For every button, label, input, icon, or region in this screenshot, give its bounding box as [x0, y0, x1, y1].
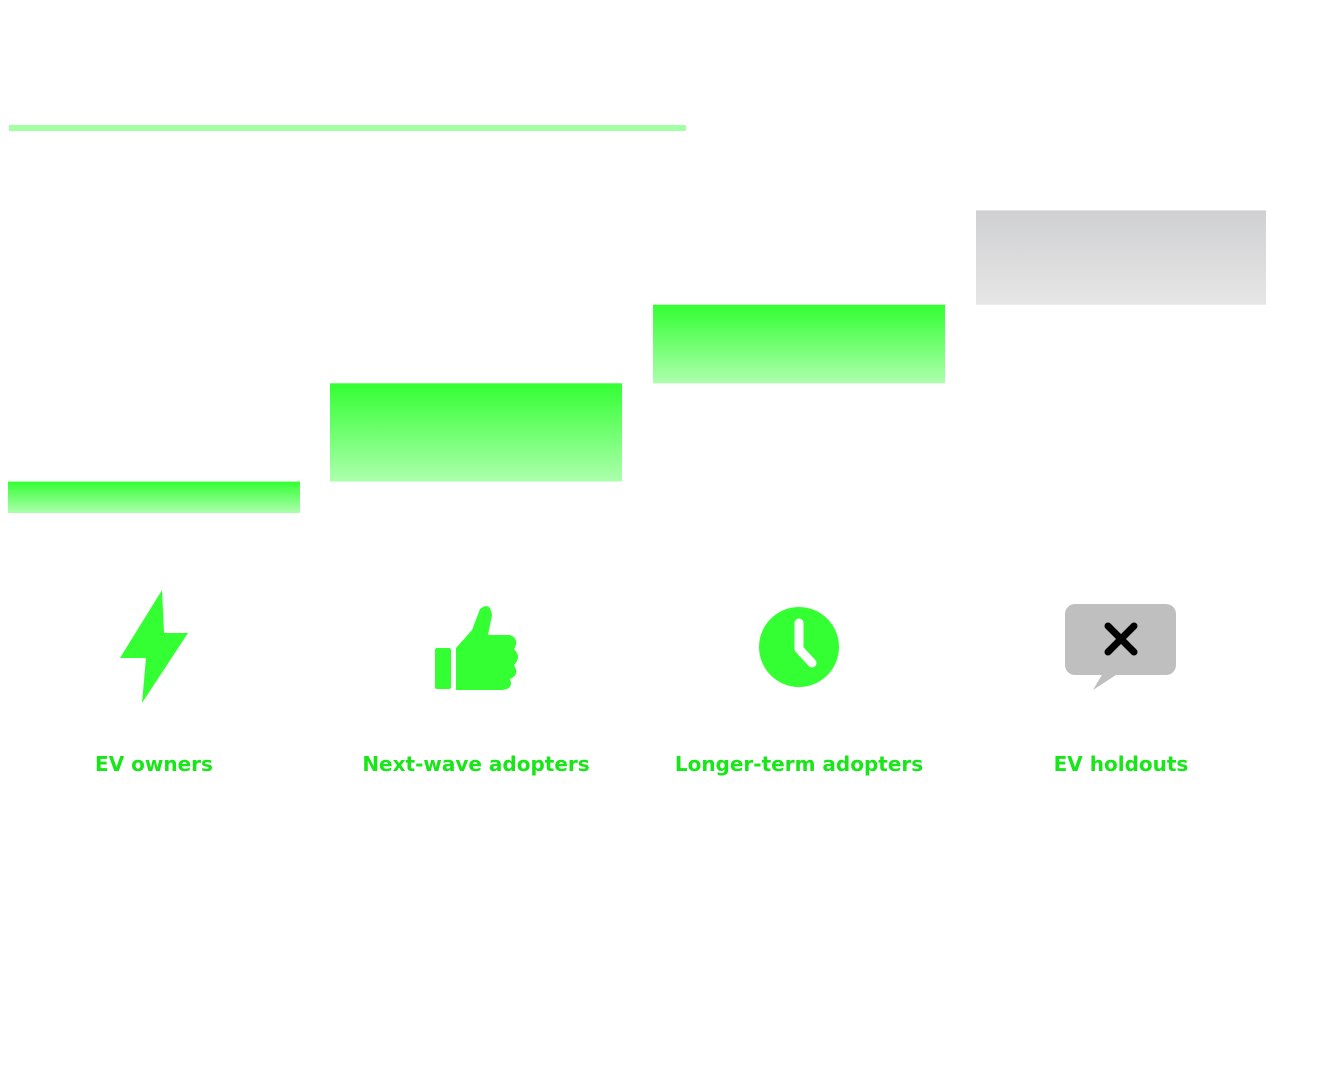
brackets-layer: [9, 125, 686, 131]
category-label-ev-holdouts: EV holdouts: [1054, 752, 1189, 776]
bracket-line-1: [9, 125, 363, 131]
clock-icon: [759, 607, 839, 687]
speech-bubble-x-icon: [1065, 604, 1176, 690]
labels-layer: EV owners Next-wave adopters Longer-term a…: [95, 752, 1188, 776]
thumbs-up-icon: [435, 606, 518, 690]
bars-layer: [8, 210, 1266, 513]
icons-layer: [120, 590, 1176, 703]
bar-ev-owners: [8, 481, 300, 513]
bar-next-wave-adopters: [330, 383, 622, 482]
category-label-longer-term-adopters: Longer-term adopters: [675, 752, 923, 776]
bar-ev-holdouts: [976, 210, 1266, 305]
category-label-ev-owners: EV owners: [95, 752, 213, 776]
bracket-line-2: [331, 125, 686, 131]
category-label-next-wave-adopters: Next-wave adopters: [362, 752, 589, 776]
bar-longer-term-adopters: [653, 304, 945, 384]
lightning-bolt-icon: [120, 590, 188, 703]
